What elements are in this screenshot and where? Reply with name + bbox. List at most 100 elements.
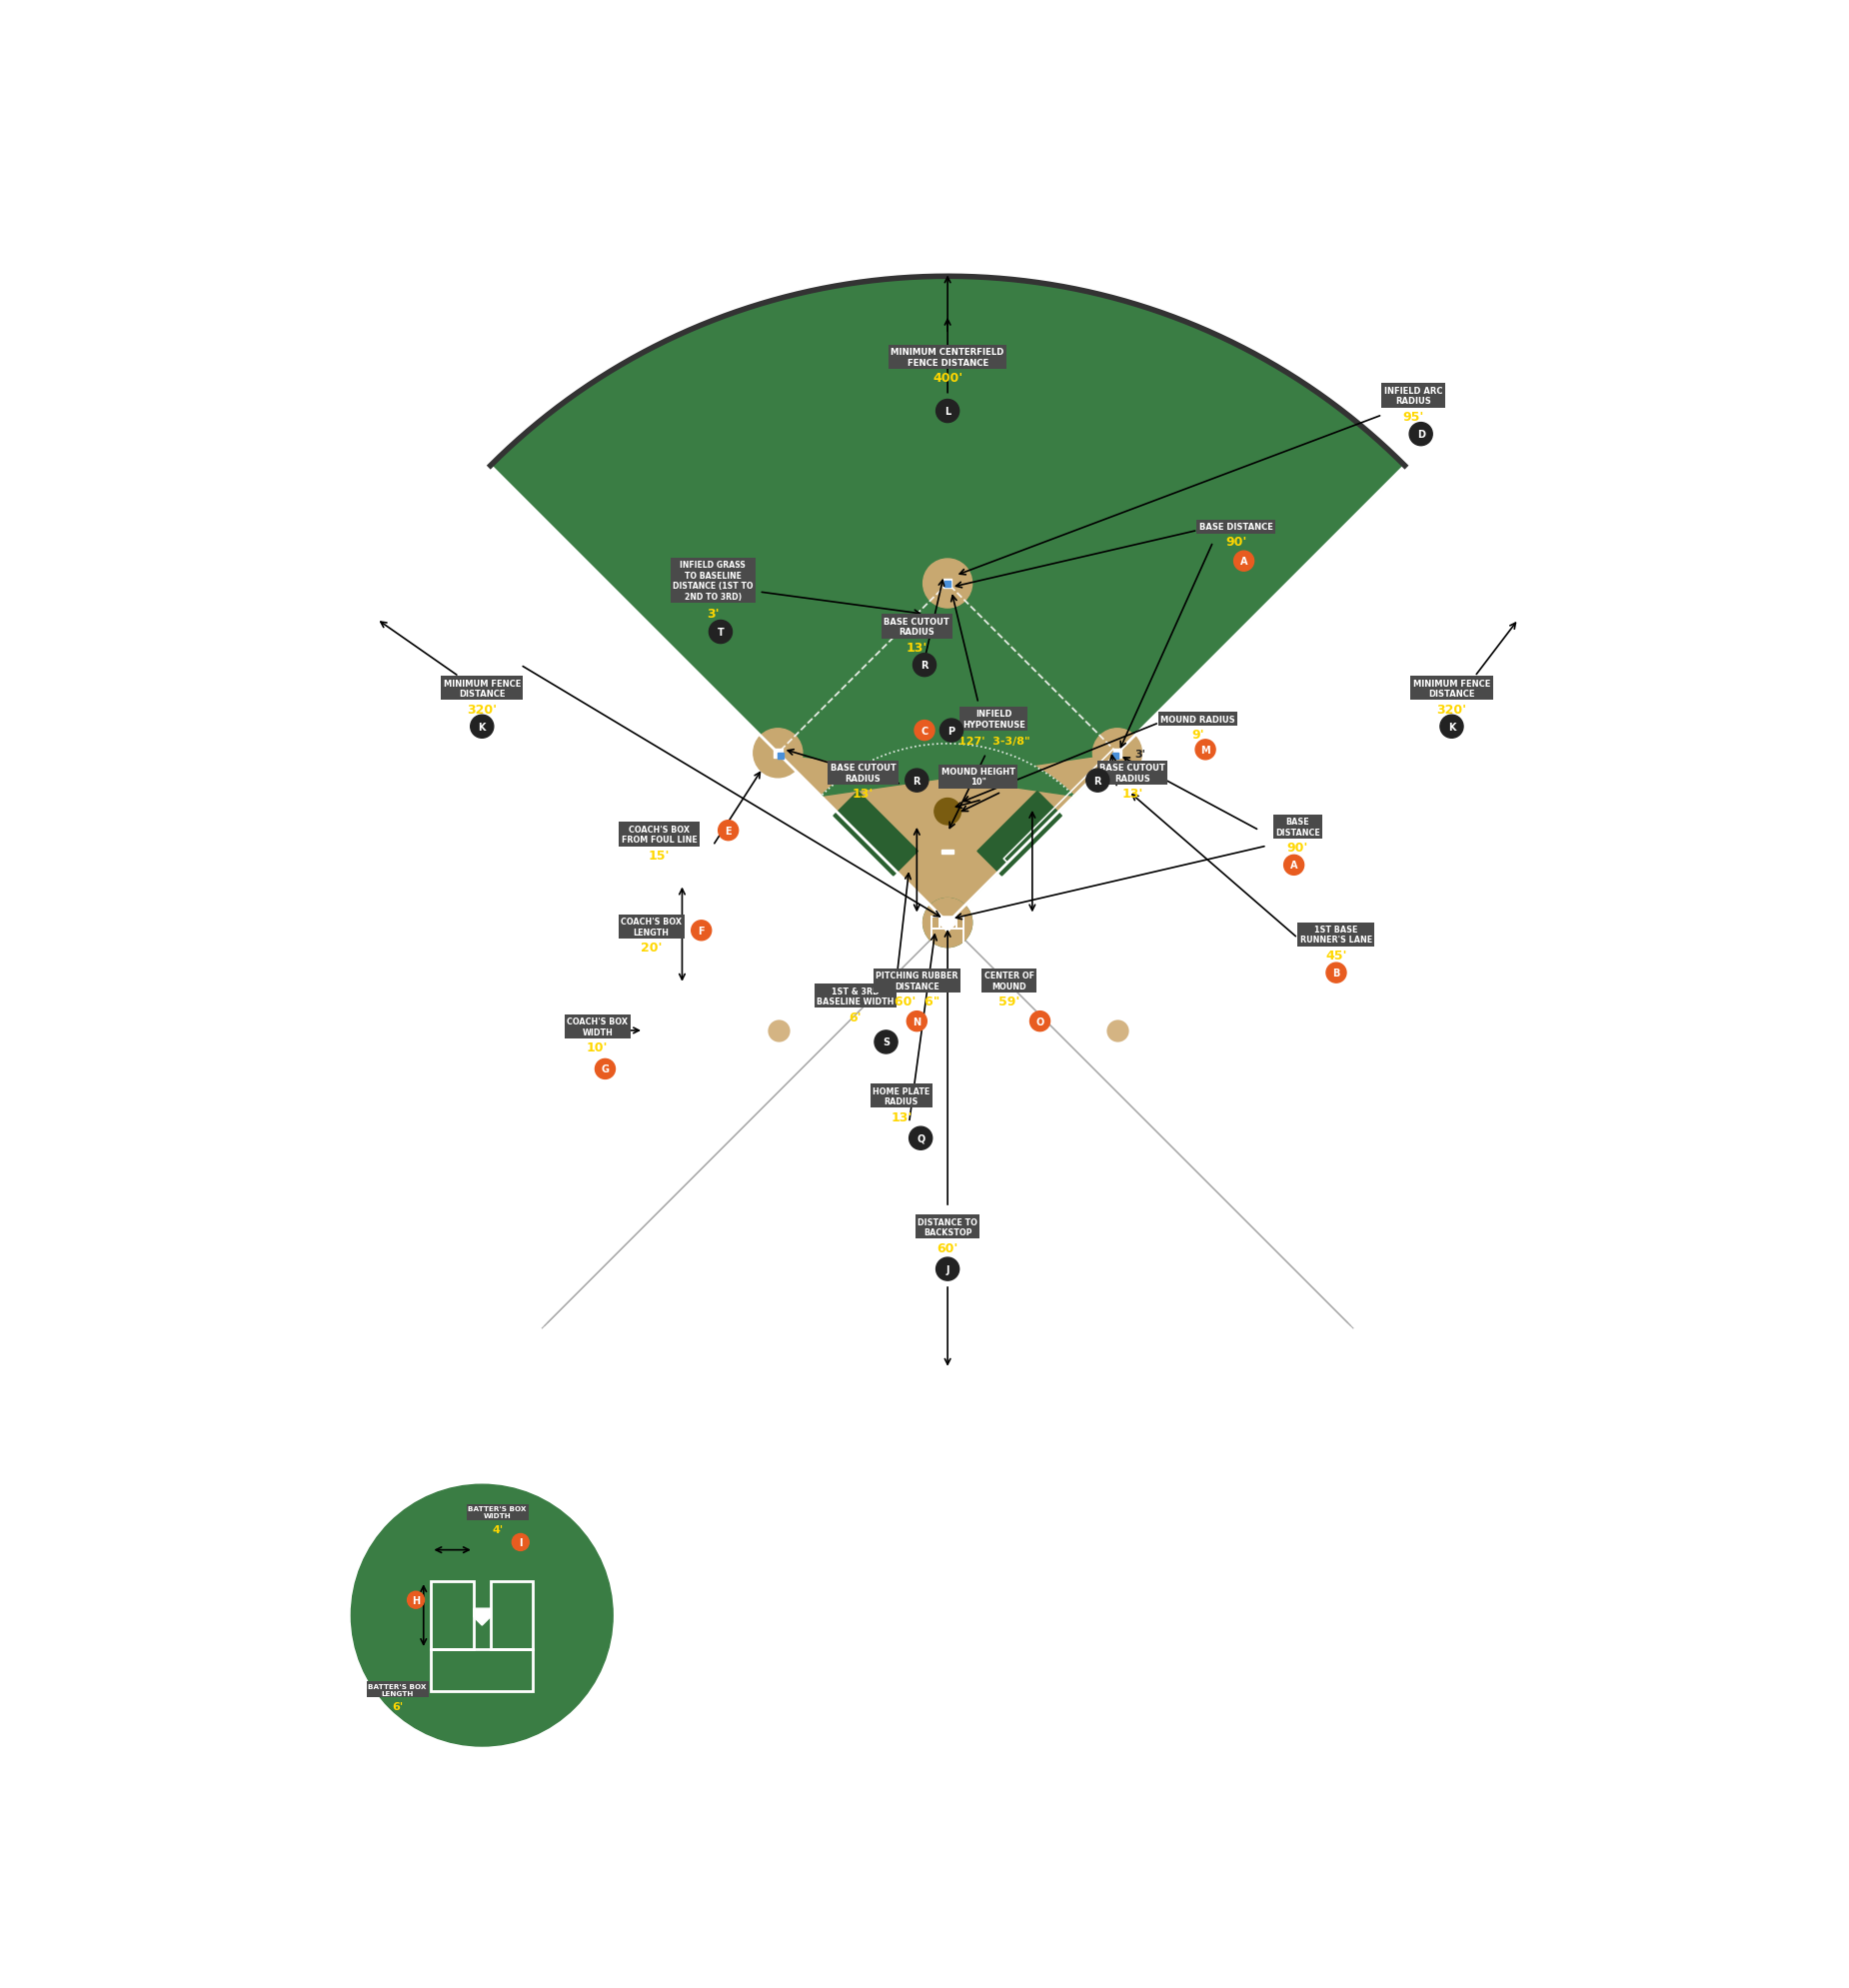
Circle shape bbox=[708, 620, 732, 644]
Text: R: R bbox=[1095, 775, 1102, 785]
Text: MINIMUM FENCE
DISTANCE: MINIMUM FENCE DISTANCE bbox=[1413, 678, 1490, 698]
Text: BATTER'S BOX
LENGTH: BATTER'S BOX LENGTH bbox=[368, 1682, 427, 1696]
Circle shape bbox=[934, 799, 961, 825]
Text: D: D bbox=[1416, 429, 1426, 439]
Text: 1ST & 3RD
BASELINE WIDTH: 1ST & 3RD BASELINE WIDTH bbox=[817, 986, 895, 1006]
Text: H: H bbox=[412, 1594, 420, 1604]
Polygon shape bbox=[939, 916, 956, 932]
Text: INFIELD GRASS
TO BASELINE
DISTANCE (1ST TO
2ND TO 3RD): INFIELD GRASS TO BASELINE DISTANCE (1ST … bbox=[673, 561, 753, 600]
Text: BASE CUTOUT
RADIUS: BASE CUTOUT RADIUS bbox=[1100, 763, 1165, 783]
Text: 90': 90' bbox=[1287, 841, 1309, 855]
Circle shape bbox=[1093, 730, 1143, 777]
Text: BATTER'S BOX
WIDTH: BATTER'S BOX WIDTH bbox=[468, 1505, 527, 1519]
Circle shape bbox=[512, 1535, 529, 1551]
Text: MINIMUM FENCE
DISTANCE: MINIMUM FENCE DISTANCE bbox=[444, 678, 521, 698]
Text: 3': 3' bbox=[706, 608, 719, 620]
Circle shape bbox=[1085, 769, 1109, 793]
Text: E: E bbox=[725, 825, 732, 835]
Text: G: G bbox=[601, 1064, 608, 1074]
Circle shape bbox=[1440, 716, 1463, 740]
Circle shape bbox=[470, 716, 494, 740]
Circle shape bbox=[753, 730, 802, 777]
Text: PITCHING RUBBER
DISTANCE: PITCHING RUBBER DISTANCE bbox=[876, 972, 958, 990]
Text: MOUND HEIGHT
10": MOUND HEIGHT 10" bbox=[941, 767, 1015, 787]
Circle shape bbox=[906, 1012, 926, 1032]
Polygon shape bbox=[834, 791, 917, 877]
Text: 1ST BASE
RUNNER'S LANE: 1ST BASE RUNNER'S LANE bbox=[1300, 924, 1372, 944]
Text: 20': 20' bbox=[640, 940, 662, 954]
Circle shape bbox=[595, 1060, 616, 1079]
Polygon shape bbox=[978, 791, 1061, 877]
Text: COACH'S BOX
LENGTH: COACH'S BOX LENGTH bbox=[621, 916, 682, 936]
Circle shape bbox=[915, 722, 934, 742]
Text: MINIMUM CENTERFIELD
FENCE DISTANCE: MINIMUM CENTERFIELD FENCE DISTANCE bbox=[891, 348, 1004, 368]
Text: BASE CUTOUT
RADIUS: BASE CUTOUT RADIUS bbox=[830, 763, 895, 783]
Text: 60': 60' bbox=[937, 1241, 958, 1254]
Text: BASE DISTANCE: BASE DISTANCE bbox=[1200, 523, 1274, 531]
Text: K: K bbox=[479, 722, 486, 732]
Text: C: C bbox=[921, 726, 928, 736]
Bar bbox=[431, 1582, 473, 1650]
Circle shape bbox=[692, 920, 712, 940]
Text: CENTER OF
MOUND: CENTER OF MOUND bbox=[984, 972, 1034, 990]
Text: 13': 13' bbox=[906, 642, 928, 654]
Circle shape bbox=[407, 1592, 423, 1608]
Bar bbox=[431, 1650, 533, 1692]
Text: I: I bbox=[520, 1537, 521, 1547]
Text: INFIELD ARC
RADIUS: INFIELD ARC RADIUS bbox=[1383, 386, 1442, 406]
Text: 15': 15' bbox=[649, 849, 669, 863]
Text: 6': 6' bbox=[849, 1010, 862, 1024]
Text: T: T bbox=[717, 628, 725, 638]
Bar bbox=[932, 918, 939, 928]
Text: A: A bbox=[1291, 861, 1298, 871]
Text: 45': 45' bbox=[1326, 948, 1346, 962]
Circle shape bbox=[1409, 423, 1433, 445]
Polygon shape bbox=[778, 584, 1117, 922]
Polygon shape bbox=[778, 584, 1117, 797]
Text: COACH'S BOX
WIDTH: COACH'S BOX WIDTH bbox=[568, 1018, 629, 1036]
Circle shape bbox=[351, 1485, 612, 1745]
Bar bbox=[941, 851, 954, 855]
Circle shape bbox=[936, 400, 960, 423]
Polygon shape bbox=[473, 1608, 490, 1626]
Circle shape bbox=[910, 1127, 932, 1151]
Text: S: S bbox=[882, 1038, 889, 1048]
Text: K: K bbox=[1448, 722, 1455, 732]
Bar bbox=[956, 918, 963, 928]
Text: 13': 13' bbox=[852, 787, 873, 801]
Circle shape bbox=[1283, 855, 1304, 875]
Circle shape bbox=[1233, 551, 1254, 573]
Circle shape bbox=[875, 1032, 897, 1054]
Circle shape bbox=[717, 821, 738, 841]
Bar bbox=[773, 749, 782, 757]
Text: HOME PLATE
RADIUS: HOME PLATE RADIUS bbox=[873, 1087, 930, 1105]
Text: 127'  3-3/8": 127' 3-3/8" bbox=[958, 738, 1030, 747]
Circle shape bbox=[906, 769, 928, 793]
Text: 60'  6": 60' 6" bbox=[895, 996, 939, 1008]
Text: 10': 10' bbox=[586, 1042, 608, 1054]
Circle shape bbox=[936, 1258, 960, 1280]
Text: DISTANCE TO
BACKSTOP: DISTANCE TO BACKSTOP bbox=[917, 1217, 978, 1237]
Bar bbox=[1113, 749, 1122, 757]
Circle shape bbox=[1326, 962, 1346, 984]
Text: A: A bbox=[1241, 557, 1248, 567]
Text: MOUND RADIUS: MOUND RADIUS bbox=[1161, 716, 1235, 724]
Text: N: N bbox=[913, 1016, 921, 1026]
Text: 6': 6' bbox=[392, 1702, 403, 1712]
Circle shape bbox=[939, 720, 963, 742]
Polygon shape bbox=[490, 276, 1405, 922]
Text: 13': 13' bbox=[891, 1111, 912, 1123]
Bar bbox=[943, 580, 952, 588]
Text: 95': 95' bbox=[1403, 412, 1424, 423]
Text: Q: Q bbox=[917, 1133, 924, 1143]
Text: COACH'S BOX
FROM FOUL LINE: COACH'S BOX FROM FOUL LINE bbox=[621, 825, 697, 845]
Circle shape bbox=[923, 899, 973, 948]
Text: BASE CUTOUT
RADIUS: BASE CUTOUT RADIUS bbox=[884, 618, 950, 636]
Text: B: B bbox=[1333, 968, 1341, 978]
Text: P: P bbox=[949, 726, 956, 736]
Text: L: L bbox=[945, 408, 950, 417]
Text: 13': 13' bbox=[1122, 787, 1143, 801]
Text: 90': 90' bbox=[1226, 537, 1246, 549]
Text: R: R bbox=[913, 775, 921, 785]
Text: 3': 3' bbox=[1135, 749, 1145, 759]
